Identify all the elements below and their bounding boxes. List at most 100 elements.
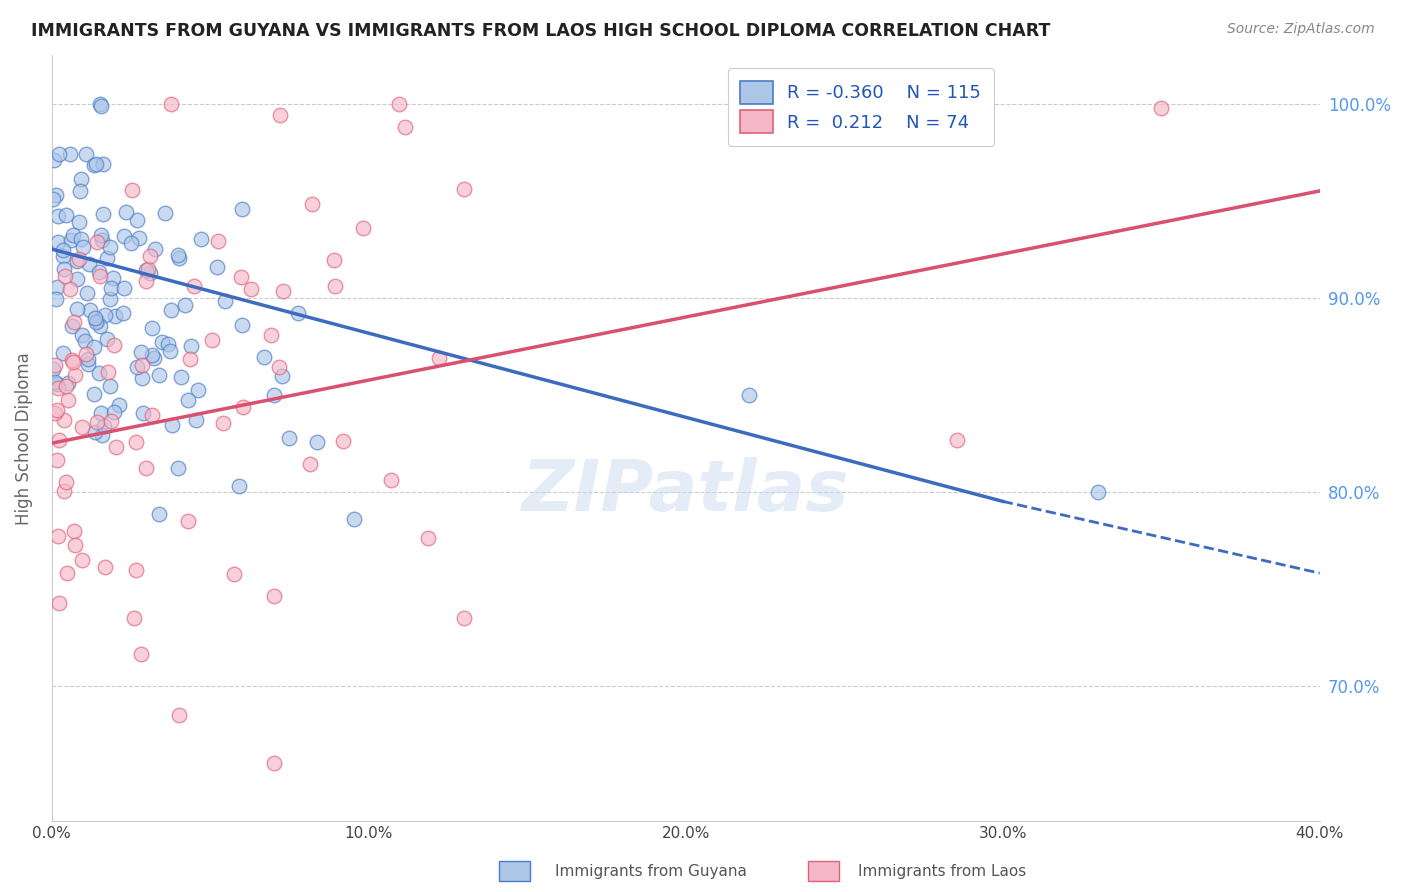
Point bbox=[167, 707, 190, 722]
Point bbox=[267, 359, 290, 374]
Point bbox=[738, 387, 761, 401]
Point bbox=[453, 182, 475, 196]
Point bbox=[46, 376, 69, 391]
Point bbox=[343, 512, 366, 526]
Point bbox=[44, 375, 66, 389]
Point bbox=[205, 260, 228, 274]
Point bbox=[427, 351, 450, 366]
Point bbox=[263, 388, 285, 402]
Point bbox=[132, 406, 155, 420]
Point bbox=[63, 368, 86, 383]
Point bbox=[136, 262, 159, 277]
Point bbox=[112, 281, 135, 295]
Point bbox=[100, 415, 122, 429]
Point bbox=[44, 359, 66, 373]
Point bbox=[96, 251, 118, 265]
Point bbox=[44, 406, 66, 420]
Y-axis label: High School Diploma: High School Diploma bbox=[15, 352, 32, 524]
Point bbox=[100, 281, 122, 295]
Point bbox=[46, 452, 69, 467]
Point bbox=[131, 371, 153, 385]
Point bbox=[143, 242, 166, 256]
Point bbox=[271, 284, 294, 298]
Point bbox=[184, 412, 207, 426]
Point bbox=[59, 233, 82, 247]
Point bbox=[138, 266, 160, 280]
Point bbox=[167, 248, 190, 262]
Point bbox=[42, 153, 65, 168]
Point bbox=[89, 96, 111, 111]
Point bbox=[323, 279, 346, 293]
Point bbox=[84, 425, 107, 439]
Point bbox=[91, 207, 114, 221]
Point bbox=[121, 235, 143, 250]
Point bbox=[86, 314, 108, 328]
Point bbox=[56, 376, 79, 391]
Point bbox=[125, 359, 148, 374]
Point bbox=[139, 249, 162, 263]
Point bbox=[100, 292, 122, 306]
Point bbox=[70, 172, 93, 186]
Point bbox=[59, 147, 82, 161]
Point bbox=[46, 280, 69, 294]
Point bbox=[84, 315, 107, 329]
Point bbox=[231, 269, 253, 284]
Point bbox=[72, 240, 94, 254]
Point bbox=[70, 553, 93, 567]
Point bbox=[240, 282, 263, 296]
Point bbox=[42, 362, 65, 376]
Point bbox=[352, 221, 374, 235]
Point bbox=[75, 347, 97, 361]
Point bbox=[169, 251, 191, 265]
Point bbox=[55, 208, 77, 222]
Point bbox=[1087, 484, 1109, 499]
Point bbox=[91, 157, 114, 171]
Point bbox=[173, 298, 195, 312]
Point bbox=[45, 402, 67, 417]
Point bbox=[160, 96, 183, 111]
Point bbox=[62, 227, 84, 242]
Point bbox=[148, 368, 170, 382]
Point bbox=[48, 147, 70, 161]
Point bbox=[94, 560, 117, 574]
Point bbox=[121, 183, 143, 197]
Point bbox=[159, 344, 181, 359]
Point bbox=[228, 479, 250, 493]
Point bbox=[90, 99, 112, 113]
Point bbox=[55, 379, 77, 393]
Point bbox=[394, 120, 416, 135]
Point bbox=[270, 368, 292, 383]
Point bbox=[122, 611, 145, 625]
Point bbox=[90, 406, 112, 420]
Point bbox=[98, 240, 121, 254]
Text: Immigrants from Laos: Immigrants from Laos bbox=[858, 864, 1026, 879]
Point bbox=[63, 315, 86, 329]
Point bbox=[52, 345, 75, 359]
Point bbox=[135, 275, 157, 289]
Point bbox=[108, 398, 131, 412]
Point bbox=[66, 301, 89, 316]
Point bbox=[115, 205, 138, 219]
Point bbox=[94, 309, 117, 323]
Point bbox=[86, 235, 108, 250]
Point bbox=[55, 566, 77, 581]
Point bbox=[1150, 101, 1173, 115]
Point bbox=[86, 416, 108, 430]
Point bbox=[179, 352, 201, 367]
Point bbox=[75, 334, 97, 348]
Point bbox=[253, 351, 276, 365]
Point bbox=[380, 473, 402, 487]
Point bbox=[224, 566, 246, 581]
Point bbox=[53, 268, 76, 283]
Point bbox=[141, 321, 163, 335]
Point bbox=[90, 428, 112, 442]
Point bbox=[131, 358, 153, 372]
Point bbox=[89, 367, 111, 381]
Point bbox=[278, 431, 301, 445]
Point bbox=[301, 196, 323, 211]
Point bbox=[70, 327, 93, 342]
Point bbox=[388, 96, 411, 111]
Point bbox=[53, 484, 76, 499]
Legend: R = -0.360    N = 115, R =  0.212    N = 74: R = -0.360 N = 115, R = 0.212 N = 74 bbox=[727, 68, 994, 146]
Point bbox=[97, 365, 120, 379]
